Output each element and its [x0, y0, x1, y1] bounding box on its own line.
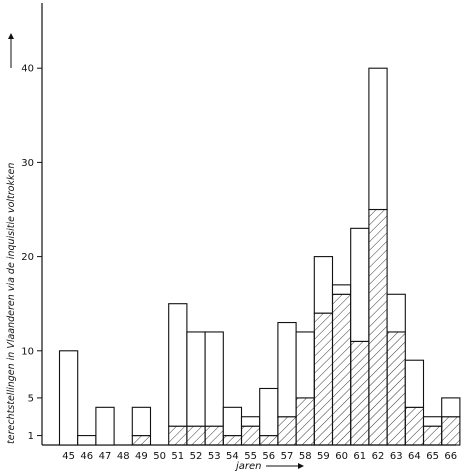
y-tick-label-0: 1: [28, 431, 34, 442]
x-tick-label-48: 48: [117, 451, 130, 462]
y-axis-arrow-head: [8, 33, 14, 39]
x-tick-label-53: 53: [208, 451, 221, 462]
x-tick-label-62: 62: [372, 451, 385, 462]
x-tick-label-50: 50: [153, 451, 166, 462]
x-tick-label-45: 45: [62, 451, 75, 462]
bar-hatched-65: [422, 425, 443, 446]
bar-open-60: [331, 284, 352, 295]
bar-hatched-58: [295, 397, 315, 446]
x-tick-label-54: 54: [226, 451, 239, 462]
bar-hatched-61: [350, 340, 370, 446]
bar-hatched-57: [277, 416, 297, 446]
bar-hatched-54: [222, 435, 243, 446]
bar-hatched-52: [186, 425, 206, 446]
bar-hatched-63: [386, 331, 406, 446]
bar-open-52: [186, 331, 206, 427]
bar-open-56: [259, 387, 279, 437]
bar-open-58: [295, 331, 315, 399]
x-axis-label: jaren: [234, 461, 262, 472]
bar-open-57: [277, 321, 297, 418]
bar-hatched-60: [331, 293, 352, 446]
x-tick-label-61: 61: [353, 451, 366, 462]
x-tick-label-66: 66: [444, 451, 457, 462]
y-axis-label: terechtstellingen in Vlaanderen via de i…: [6, 163, 17, 444]
bars: [58, 67, 461, 446]
y-tick-label-1: 5: [28, 393, 34, 404]
x-tick-label-56: 56: [262, 451, 275, 462]
bar-hatched-59: [313, 312, 334, 446]
bar-open-62: [368, 67, 388, 211]
bar-hatched-53: [204, 425, 224, 446]
x-tick-label-52: 52: [190, 451, 203, 462]
x-tick-label-46: 46: [80, 451, 93, 462]
x-tick-label-57: 57: [281, 451, 294, 462]
bar-open-47: [95, 406, 115, 446]
y-ticks: 1 5 10 20 30 40: [21, 64, 42, 442]
bar-open-51: [168, 303, 188, 427]
bar-hatched-66: [441, 416, 461, 446]
x-tick-label-59: 59: [317, 451, 330, 462]
bar-open-59: [313, 256, 334, 314]
bar-hatched-64: [404, 406, 425, 446]
bar-hatched-51: [168, 425, 188, 446]
y-tick-label-4: 30: [21, 158, 34, 169]
bar-open-54: [222, 406, 243, 437]
bar-open-65: [422, 416, 443, 427]
bar-open-46: [77, 435, 97, 446]
bar-open-55: [240, 416, 261, 427]
y-tick-label-5: 40: [21, 64, 34, 75]
x-tick-label-63: 63: [390, 451, 403, 462]
x-tick-label-60: 60: [335, 451, 348, 462]
x-tick-label-49: 49: [135, 451, 148, 462]
y-tick-label-2: 10: [21, 346, 34, 357]
y-axis-title: terechtstellingen in Vlaanderen via de i…: [6, 33, 17, 444]
bar-open-49: [131, 406, 152, 437]
y-tick-label-3: 20: [21, 252, 34, 263]
x-tick-label-51: 51: [171, 451, 184, 462]
x-axis-title: jaren: [234, 461, 304, 472]
x-tick-label-58: 58: [299, 451, 312, 462]
x-axis-arrow-head: [298, 463, 304, 469]
bar-hatched-62: [368, 208, 388, 446]
bar-open-53: [204, 331, 224, 427]
x-ticks: 45 46 47 48 49 50 51 52 53 54 55 56 57 58 59 60 61 62 63 64…: [62, 451, 457, 462]
x-tick-label-64: 64: [408, 451, 421, 462]
x-tick-label-55: 55: [244, 451, 257, 462]
bar-open-64: [404, 359, 425, 408]
bar-open-61: [350, 227, 370, 342]
x-tick-label-65: 65: [426, 451, 439, 462]
bar-open-45: [58, 350, 79, 446]
bar-open-66: [441, 397, 461, 418]
bar-hatched-55: [240, 425, 261, 446]
bar-open-63: [386, 293, 406, 333]
bar-hatched-49: [131, 435, 152, 446]
x-tick-label-47: 47: [99, 451, 112, 462]
bar-hatched-56: [259, 435, 279, 446]
